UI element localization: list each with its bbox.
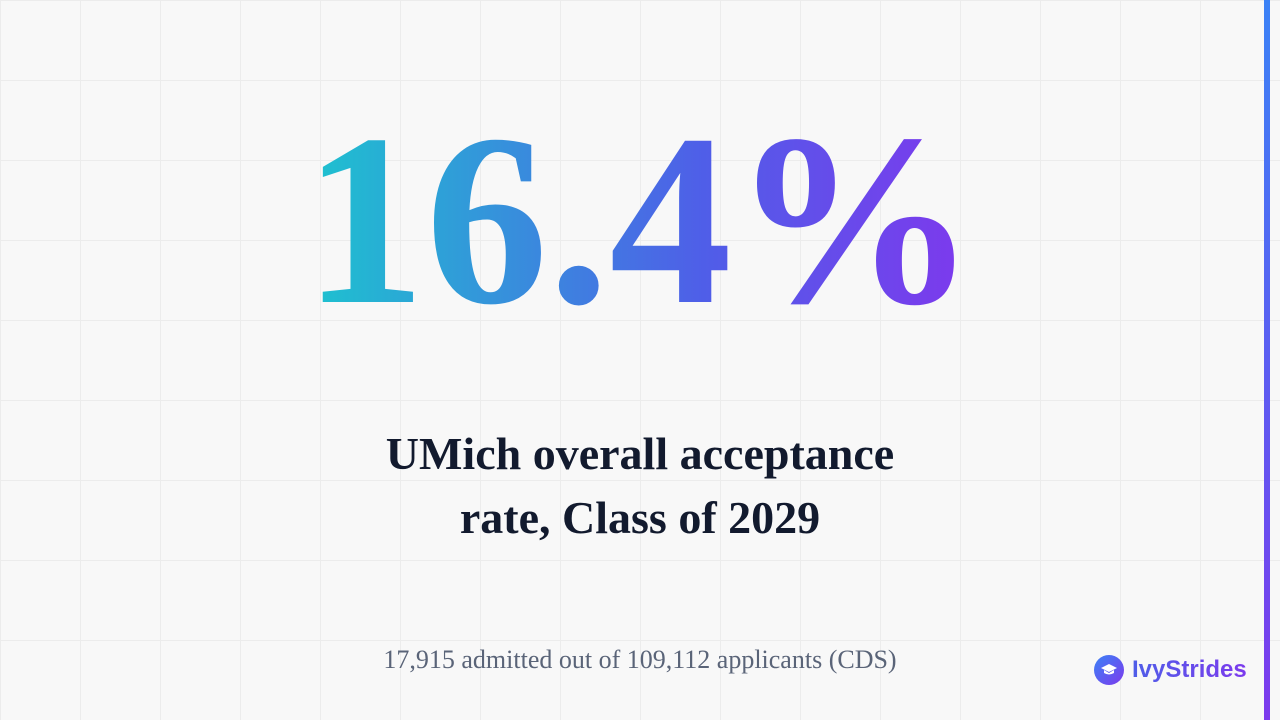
headline: 16.4% — [0, 70, 1280, 370]
logo-icon — [1101, 664, 1117, 675]
brand-name: IvyStrides — [1132, 656, 1247, 683]
caption: UMich overall acceptance rate, Class of … — [385, 428, 895, 543]
brand: IvyStrides — [1094, 655, 1247, 685]
logo — [1094, 655, 1124, 685]
accent-bar — [1264, 0, 1270, 720]
footnote: 17,915 admitted out of 109,112 applicant… — [383, 645, 897, 674]
